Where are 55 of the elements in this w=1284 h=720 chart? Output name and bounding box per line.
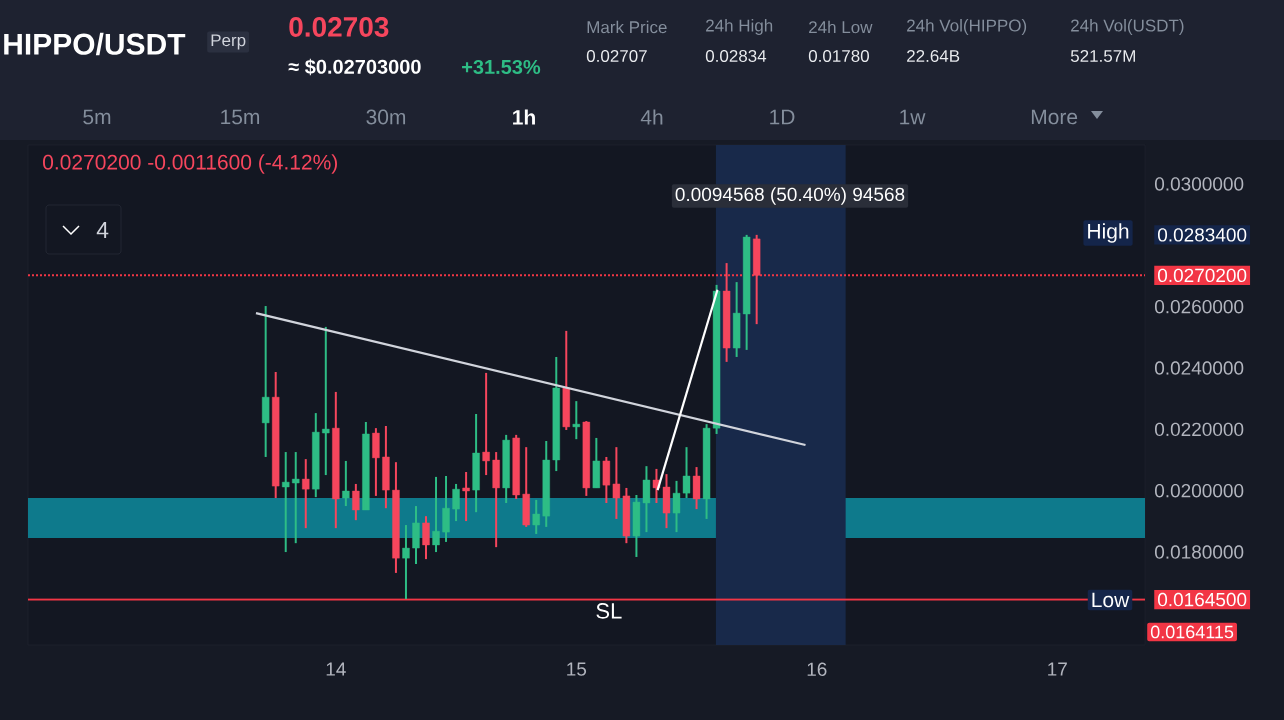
annotation: 0.0270200 -0.0011600 (-4.12%): [43, 154, 337, 174]
candlestick: [292, 451, 300, 545]
y-tick-label: 0.0283400: [1157, 228, 1247, 242]
text: 1w: [900, 109, 926, 125]
text: 521.57M: [1070, 49, 1135, 63]
candlestick: [282, 451, 290, 554]
y-tick-label: 0.0240000: [1154, 361, 1244, 375]
y-tick-label: 0.0164500: [1157, 592, 1247, 607]
y-tick-label: 0.0180000: [1154, 545, 1244, 559]
text: 0.02707: [586, 49, 647, 63]
candlestick: [572, 400, 580, 441]
text: 1h: [513, 109, 535, 125]
text: Perp: [211, 34, 246, 50]
candlestick: [692, 466, 701, 511]
candlestick: [532, 498, 540, 535]
x-tick-label: 16: [807, 662, 827, 676]
x-tick-label: 15: [567, 662, 587, 676]
text: 1D: [770, 109, 795, 125]
y-tick-label: 0.0200000: [1154, 483, 1244, 498]
text: 0.02703: [289, 17, 389, 37]
annotation: 0.0094568 (50.40%) 94568: [675, 187, 905, 205]
chart-title: HIPPO/USDT: [4, 32, 186, 56]
x-tick-label: 14: [326, 662, 346, 676]
text: 4h: [640, 109, 663, 125]
candlestick: [402, 524, 410, 600]
y-tick-label: 0.0270200: [1157, 268, 1247, 283]
text: 15m: [221, 109, 260, 125]
text: 0.0164115: [1150, 625, 1234, 639]
text: 24h Vol(USDT): [1071, 19, 1184, 35]
text: 0.01780: [808, 49, 869, 63]
text: 30m: [366, 109, 406, 125]
y-tick-label: 0.0300000: [1154, 177, 1244, 191]
text: Mark Price: [587, 20, 667, 34]
text: 5m: [83, 109, 111, 125]
text: 24h High: [706, 19, 773, 35]
x-tick-label: 17: [1048, 662, 1067, 676]
candlestick: [722, 262, 731, 363]
text: More: [1031, 109, 1078, 125]
y-tick-label: 0.0220000: [1154, 422, 1244, 437]
candlestick: [342, 459, 350, 508]
candlestick: [462, 470, 470, 523]
ref-line-label: SL: [596, 603, 622, 619]
text: +31.53%: [462, 59, 541, 75]
text: 24h Low: [809, 20, 873, 34]
text: 24h Vol(HIPPO): [907, 19, 1027, 35]
text: ≈ $0.02703000: [288, 58, 421, 76]
text: 0.02834: [705, 49, 767, 63]
annotation: 4: [96, 222, 109, 238]
y-tick-label: 0.0260000: [1154, 299, 1244, 314]
annotation: Low: [1092, 592, 1130, 608]
text: 22.64B: [907, 49, 960, 63]
annotation: High: [1088, 223, 1129, 243]
candlestick: [482, 371, 490, 477]
candlestick: [322, 325, 330, 477]
candlestick: [302, 458, 310, 530]
